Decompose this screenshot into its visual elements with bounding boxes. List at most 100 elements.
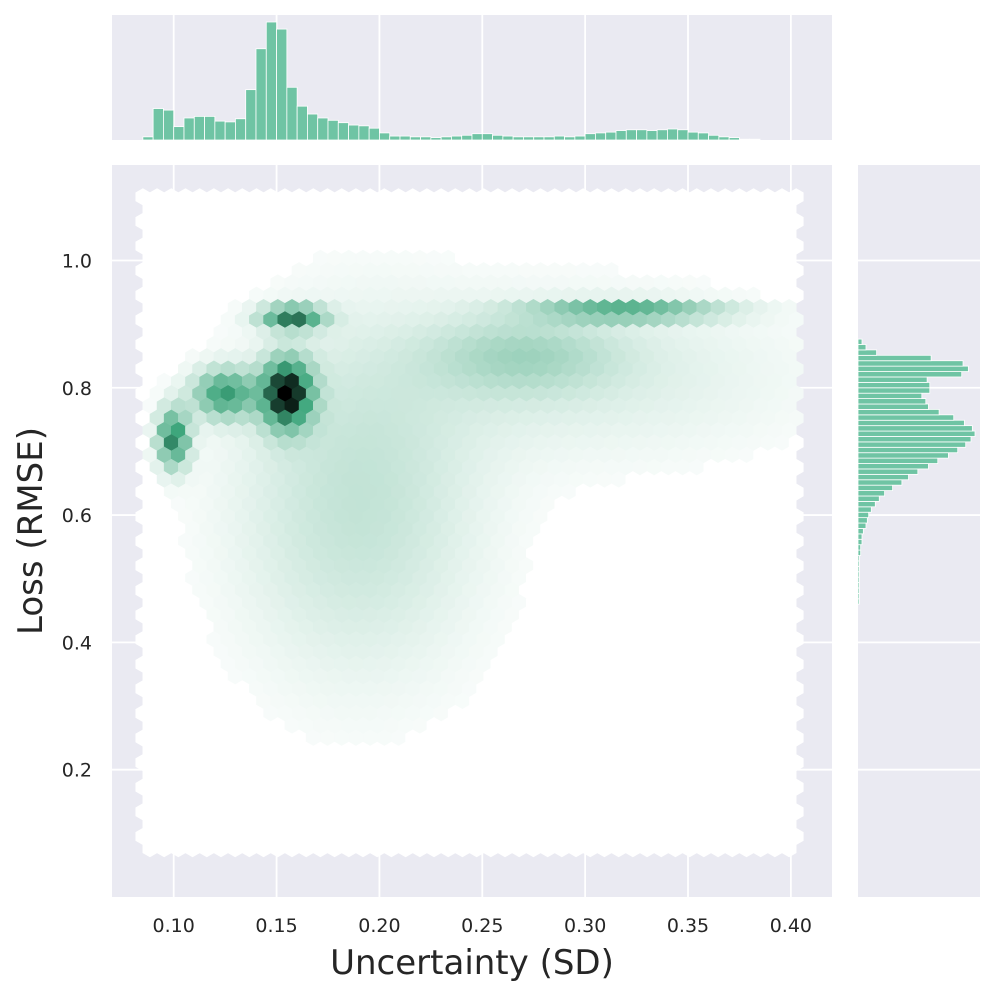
y-marginal-bar	[857, 344, 867, 351]
x-marginal-bar	[255, 48, 267, 141]
y-marginal-bar	[857, 354, 932, 362]
x-tick-label: 0.10	[153, 915, 195, 937]
y-marginal-bar	[857, 392, 923, 400]
x-marginal-bar	[358, 125, 370, 141]
x-marginal-bar	[286, 86, 298, 141]
y-marginal-bar	[857, 371, 963, 378]
y-marginal-bar	[857, 430, 976, 437]
y-marginal-bar	[857, 457, 939, 464]
x-marginal-bar	[697, 132, 709, 141]
x-marginal-bar	[152, 108, 164, 141]
y-marginal-bar	[857, 473, 909, 481]
x-marginal-bar	[667, 128, 679, 141]
x-marginal-bar	[481, 133, 493, 141]
y-marginal-bar	[857, 528, 864, 535]
x-tick-label: 0.40	[770, 915, 812, 937]
x-marginal-bar	[317, 117, 329, 141]
x-marginal-bar	[245, 89, 257, 141]
y-marginal-bar	[857, 549, 862, 556]
y-marginal-bar	[857, 376, 928, 383]
x-tick-label: 0.35	[667, 915, 709, 937]
hexbin-cell	[781, 840, 797, 858]
x-marginal-bar	[409, 136, 421, 141]
x-marginal-bar	[399, 135, 411, 141]
x-marginal-bar	[564, 136, 576, 141]
x-marginal-bar	[337, 122, 349, 141]
y-marginal-bar	[857, 365, 969, 372]
y-marginal-bar	[857, 598, 860, 605]
y-marginal-bar	[857, 522, 867, 529]
y-marginal-bar	[857, 452, 949, 459]
y-marginal-bar	[857, 403, 929, 410]
y-marginal-bar	[857, 582, 860, 589]
x-marginal-bar	[235, 118, 247, 141]
y-marginal-bar	[857, 511, 870, 519]
x-marginal-bar	[173, 126, 185, 141]
x-marginal-bar	[183, 117, 195, 141]
y-marginal-bar	[857, 592, 860, 600]
y-marginal-bar	[857, 490, 885, 497]
y-marginal-bar	[857, 495, 880, 502]
x-marginal-bar	[605, 131, 617, 141]
y-marginal-bar	[857, 349, 878, 356]
x-marginal-panel-background	[112, 15, 832, 140]
x-marginal-bar	[224, 121, 236, 141]
y-marginal-bar	[857, 441, 967, 448]
hexbin-layer	[135, 188, 804, 858]
x-marginal-bar	[687, 131, 699, 141]
x-marginal-bar	[677, 129, 689, 141]
y-marginal-bar	[857, 446, 959, 454]
x-marginal-bar	[307, 113, 319, 141]
x-marginal-bar	[646, 130, 658, 141]
x-marginal-bar	[214, 120, 226, 141]
x-marginal-bar	[163, 109, 175, 141]
x-tick-labels: 0.10 0.15 0.20 0.25 0.30 0.35 0.40	[153, 915, 812, 937]
y-marginal-bar	[857, 360, 964, 367]
x-marginal-bar	[461, 134, 473, 141]
y-marginal-bar	[857, 398, 927, 405]
x-marginal-bar	[276, 28, 288, 141]
y-marginal-bar	[857, 506, 872, 513]
y-marginal-bar	[857, 571, 860, 578]
y-tick-label: 0.4	[62, 632, 92, 654]
x-marginal-bar	[708, 134, 720, 141]
y-marginal-bar	[857, 544, 862, 551]
x-tick-label: 0.20	[358, 915, 400, 937]
x-marginal-bar	[502, 135, 514, 141]
y-marginal-bar	[857, 576, 860, 583]
x-marginal-bar	[574, 135, 586, 141]
y-marginal-bar	[857, 560, 860, 567]
x-marginal-bar	[142, 136, 154, 141]
x-marginal-bar	[584, 133, 596, 141]
x-marginal-bar	[265, 21, 277, 141]
y-tick-label: 0.8	[62, 378, 92, 400]
x-marginal-bar	[553, 135, 565, 141]
x-marginal-bar	[451, 135, 463, 141]
y-marginal-bar	[857, 409, 940, 416]
y-marginal-bar	[857, 538, 863, 546]
x-marginal-bar	[739, 138, 751, 141]
x-marginal-bar	[728, 137, 740, 141]
x-marginal-bar	[420, 136, 432, 141]
x-marginal-bar	[636, 129, 648, 141]
x-marginal-bar	[440, 136, 452, 141]
y-tick-label: 0.6	[62, 505, 92, 527]
y-marginal-bar	[857, 517, 868, 524]
y-marginal-bar	[857, 468, 919, 475]
x-marginal-bar	[512, 136, 524, 141]
x-marginal-bar	[379, 132, 391, 141]
x-marginal-bar	[327, 119, 339, 141]
y-tick-label: 1.0	[62, 250, 92, 272]
y-marginal-bar	[857, 387, 931, 394]
x-tick-label: 0.30	[564, 915, 606, 937]
x-marginal-bar	[523, 136, 535, 141]
x-marginal-bar	[543, 136, 555, 141]
x-marginal-bar	[625, 129, 637, 141]
y-marginal-panel-background	[858, 165, 980, 897]
y-marginal-bar	[857, 484, 893, 491]
x-tick-label: 0.25	[461, 915, 503, 937]
y-tick-labels: 0.2 0.4 0.6 0.8 1.0	[62, 250, 92, 781]
x-marginal-bar	[718, 136, 730, 141]
